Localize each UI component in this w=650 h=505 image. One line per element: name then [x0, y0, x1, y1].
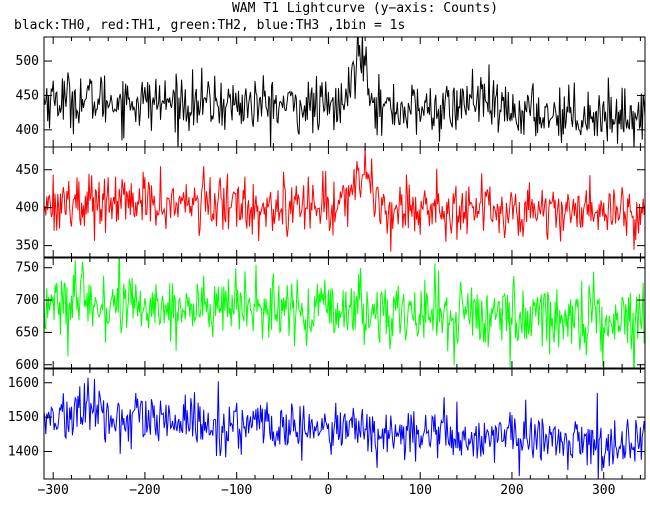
y-tick-label: 400: [16, 123, 39, 138]
panel-frame: [43, 146, 646, 258]
panels: 400 450 500 350 400 450 600 650 700 750 1400 1500 16…: [8, 36, 646, 480]
y-tick-label: 1600: [8, 376, 39, 391]
x-tick-label: 0: [325, 483, 333, 498]
x-tick-label: 200: [500, 483, 523, 498]
y-tick-label: 350: [16, 239, 39, 254]
panel-frame: [43, 368, 646, 480]
x-axis-labels: −300 −200 −100 0 100 200 300: [38, 483, 616, 498]
panel-th1: 350 400 450: [16, 146, 646, 258]
panel-th2: 600 650 700 750: [16, 257, 646, 373]
panel-th0: 400 450 500: [16, 36, 646, 148]
chart-title: WAM T1 Lightcurve (y−axis: Counts): [232, 1, 498, 16]
panel-frame: [43, 36, 646, 148]
y-tick-label: 750: [16, 261, 39, 276]
panel-th3: 1400 1500 1600: [8, 368, 646, 480]
series-line-th1: [44, 147, 645, 252]
y-tick-label: 500: [16, 54, 39, 69]
x-tick-label: 100: [408, 483, 431, 498]
y-tick-label: 600: [16, 358, 39, 373]
panel-frame: [43, 257, 646, 369]
y-tick-label: 1500: [8, 410, 39, 425]
y-tick-label: 450: [16, 88, 39, 103]
series-line-th2: [44, 258, 645, 368]
x-tick-label: −300: [38, 483, 69, 498]
series-line-th0: [44, 37, 645, 147]
series-line-th3: [44, 377, 645, 479]
y-tick-label: 450: [16, 163, 39, 178]
x-tick-label: −200: [129, 483, 160, 498]
y-tick-label: 1400: [8, 445, 39, 460]
x-tick-label: 300: [592, 483, 615, 498]
chart-subtitle: black:TH0, red:TH1, green:TH2, blue:TH3 …: [14, 18, 405, 33]
y-tick-label: 700: [16, 293, 39, 308]
y-tick-label: 650: [16, 325, 39, 340]
y-tick-label: 400: [16, 201, 39, 216]
x-tick-label: −100: [221, 483, 252, 498]
